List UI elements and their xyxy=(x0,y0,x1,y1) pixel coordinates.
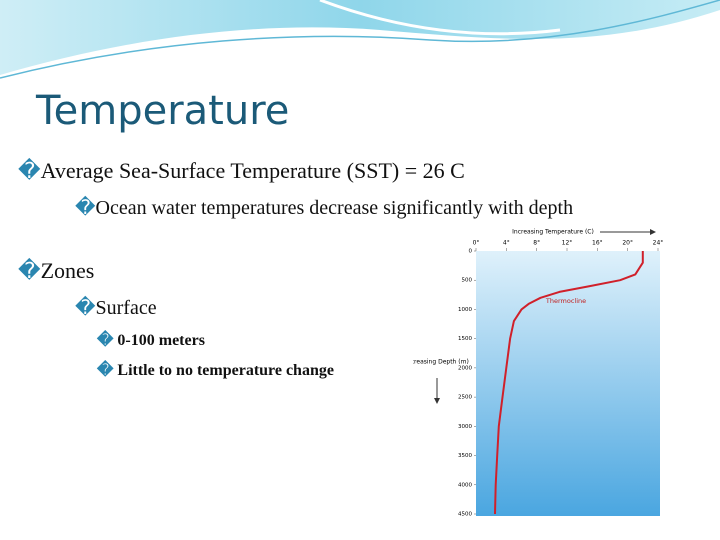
bullet-text: Zones xyxy=(40,258,95,283)
bullet-text: Ocean water temperatures decrease signif… xyxy=(95,197,574,219)
annotation: Thermocline xyxy=(545,297,586,305)
y-tick-label: 3500 xyxy=(458,453,472,459)
x-tick-label: 12° xyxy=(562,240,573,247)
bullet: � xyxy=(18,258,41,283)
plot-area xyxy=(476,251,660,516)
x-tick-label: 20° xyxy=(622,240,633,247)
slide-title: Temperature xyxy=(36,88,290,134)
x-tick-label: 24° xyxy=(653,240,664,247)
x-tick-label: 16° xyxy=(592,240,603,247)
y-tick-label: 3000 xyxy=(458,424,472,430)
bullet-item: �Average Sea-Surface Temperature (SST) =… xyxy=(18,158,465,184)
bullet: � xyxy=(97,362,114,379)
bullet-item: � Little to no temperature change xyxy=(97,360,334,380)
y-tick-label: 500 xyxy=(462,278,473,284)
header-decoration xyxy=(0,0,720,79)
bullet-text: 0-100 meters xyxy=(117,332,205,349)
temperature-line xyxy=(494,251,644,515)
x-axis-label: Increasing Temperature (C) xyxy=(512,229,594,236)
x-tick-label: 4° xyxy=(503,240,510,247)
y-tick-label: 2000 xyxy=(458,365,472,371)
axis-arrow xyxy=(650,229,656,235)
y-tick-label: 2500 xyxy=(458,395,472,401)
bullet-item: �Ocean water temperatures decrease signi… xyxy=(75,194,680,222)
y-tick-label: 4500 xyxy=(458,512,472,518)
x-tick-label: 0° xyxy=(473,240,480,247)
y-tick-label: 0 xyxy=(469,249,473,255)
y-tick-label: 1000 xyxy=(458,307,472,313)
bullet: � xyxy=(75,197,96,219)
bullet-item: �Zones xyxy=(18,258,94,284)
bullet-text: Average Sea-Surface Temperature (SST) = … xyxy=(40,158,465,183)
bullet-item: �Surface xyxy=(75,295,157,320)
chart: Increasing Temperature (C) Increasing Dep… xyxy=(413,222,668,522)
y-tick-label: 1500 xyxy=(458,336,472,342)
bullet: � xyxy=(97,332,114,349)
bullet-item: � 0-100 meters xyxy=(97,330,205,350)
bullet: � xyxy=(75,297,96,319)
bullet-text: Little to no temperature change xyxy=(117,362,334,379)
y-axis-label: Increasing Depth (m) xyxy=(413,359,469,366)
bullet: � xyxy=(18,158,41,183)
axis-arrow xyxy=(434,398,440,404)
bullet-text: Surface xyxy=(95,297,157,319)
x-tick-label: 8° xyxy=(533,240,540,247)
y-tick-label: 4000 xyxy=(458,482,472,488)
